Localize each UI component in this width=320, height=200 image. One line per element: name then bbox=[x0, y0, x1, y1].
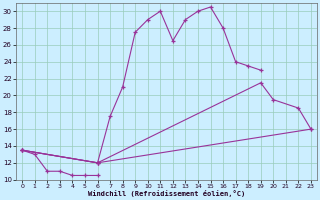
X-axis label: Windchill (Refroidissement éolien,°C): Windchill (Refroidissement éolien,°C) bbox=[88, 190, 245, 197]
